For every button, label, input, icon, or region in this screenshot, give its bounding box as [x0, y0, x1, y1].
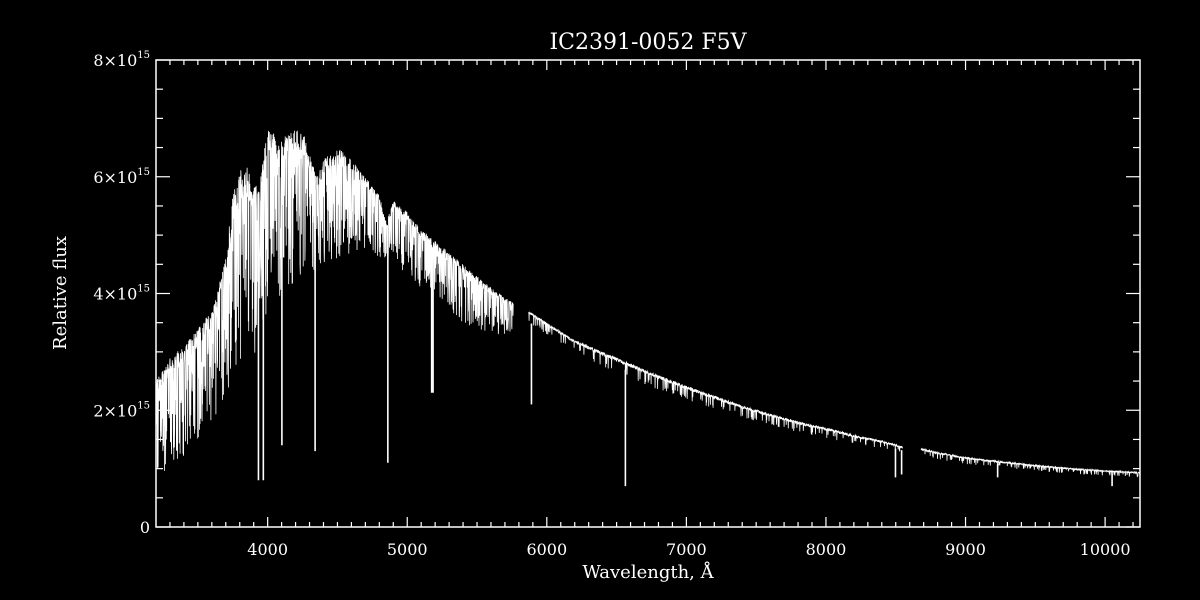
- x-axis-label: Wavelength, Å: [582, 561, 714, 583]
- y-tick-label: 6×1015: [93, 167, 150, 187]
- x-axis: 4000 5000 6000 7000 8000 9000 10000: [169, 60, 1134, 559]
- x-tick-label: 10000: [1080, 540, 1131, 559]
- x-tick-label: 6000: [526, 540, 567, 559]
- plot-frame: [155, 59, 1141, 528]
- y-tick-label: 2×1015: [93, 400, 150, 420]
- x-tick-label: 5000: [387, 540, 428, 559]
- spectrum-series: [155, 130, 1141, 487]
- x-tick-label: 4000: [247, 540, 288, 559]
- y-axis-label: Relative flux: [50, 236, 71, 350]
- chart-title: IC2391-0052 F5V: [549, 30, 747, 55]
- x-tick-label: 7000: [666, 540, 707, 559]
- x-tick-label: 8000: [806, 540, 847, 559]
- y-tick-label: 0: [140, 518, 150, 537]
- x-tick-label: 9000: [945, 540, 986, 559]
- spectrum-line: [155, 130, 1141, 478]
- y-axis: 0 2×1015 4×1015 6×1015 8×1015: [93, 50, 1140, 537]
- y-tick-label: 8×1015: [93, 50, 150, 70]
- y-tick-label: 4×1015: [93, 284, 150, 304]
